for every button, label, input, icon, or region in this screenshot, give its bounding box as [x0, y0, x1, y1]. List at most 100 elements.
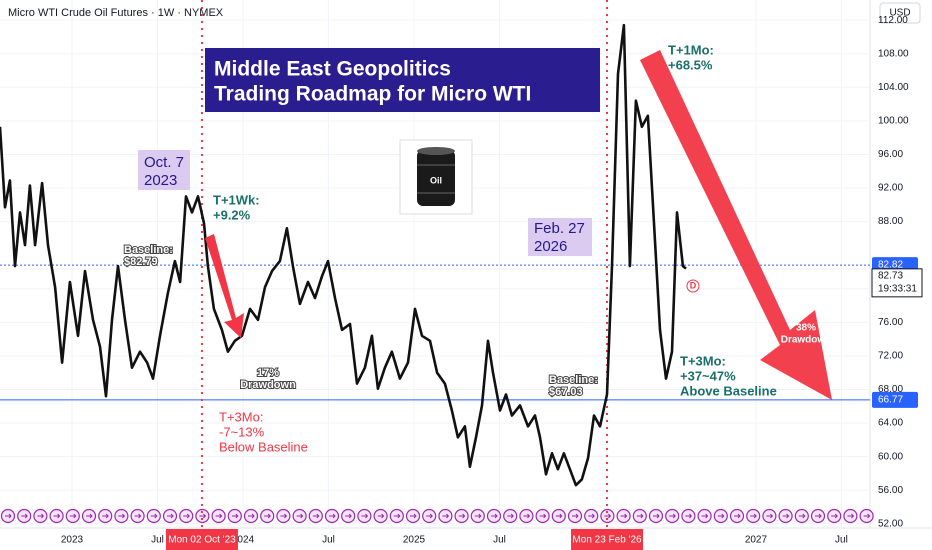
annotation-text: Feb. 27 — [534, 220, 585, 237]
price-label: 66.77 — [878, 394, 903, 405]
event-icon-mark — [766, 513, 774, 519]
y-tick-label: 68.00 — [878, 384, 903, 395]
annotation-text: 2023 — [144, 172, 177, 189]
annotation-text: D — [690, 280, 697, 290]
event-icon-mark — [167, 513, 174, 519]
event-icon-mark — [361, 513, 369, 519]
annotation-text: 17% — [257, 367, 279, 379]
event-icon-mark — [215, 513, 223, 519]
event-icon-mark — [815, 513, 822, 519]
annotation-text: +9.2% — [213, 207, 251, 222]
currency-box[interactable] — [879, 2, 921, 24]
annotation-text: T+1Wk: — [213, 192, 260, 207]
annotation-box — [205, 48, 600, 112]
annotation-text: Oct. 7 — [144, 154, 184, 171]
annotation-text: $82.79 — [124, 256, 158, 268]
symbol-title: Micro WTI Crude Oil Futures · 1W · NYMEX — [8, 7, 224, 19]
annotation-text: T+1Mo: — [668, 42, 714, 57]
event-icon-mark — [734, 513, 741, 519]
event-icon-mark — [102, 513, 109, 519]
event-icon-mark — [134, 513, 142, 519]
event-label: Mon 23 Feb '26 — [572, 535, 642, 546]
event-icon-mark — [604, 513, 612, 519]
svg-text:Oil: Oil — [430, 175, 442, 185]
y-tick-label: 108.00 — [878, 48, 909, 59]
event-icon-mark — [248, 513, 255, 519]
event-icon-mark — [86, 513, 93, 519]
axes: 52.0056.0060.0064.0068.0072.0076.0080.00… — [61, 15, 923, 550]
event-icon-mark — [636, 513, 644, 519]
event-icon-mark — [377, 513, 385, 519]
annotation-text: +37~47% — [680, 368, 736, 383]
x-tick-label: 2025 — [403, 535, 426, 546]
x-tick-label: Jul — [493, 535, 506, 546]
event-icon-mark — [264, 513, 271, 519]
annotation-text: +68.5% — [668, 57, 713, 72]
price-label-bg — [872, 391, 918, 408]
event-icon-mark — [458, 513, 466, 519]
price-line — [0, 23, 687, 487]
event-icon-mark — [280, 513, 288, 519]
event-icon-mark — [150, 513, 158, 519]
event-label-bg — [165, 529, 238, 550]
annotation-text: Trading Roadmap for Micro WTI — [214, 83, 531, 106]
event-icon-mark — [669, 513, 676, 519]
event-icon-mark — [442, 513, 450, 519]
event-icon-mark — [393, 513, 401, 519]
event-icon-mark — [312, 513, 320, 519]
event-icon-mark — [685, 513, 693, 519]
annotation-text: Baseline: — [124, 244, 173, 256]
event-icon-mark — [523, 513, 531, 519]
last-price-bg — [871, 268, 923, 298]
event-icon-mark — [183, 513, 190, 519]
annotation-text: $67.03 — [549, 386, 583, 398]
event-icon-mark — [53, 513, 61, 519]
y-tick-label: 112.00 — [878, 15, 908, 26]
annotation-text: 38% — [796, 323, 816, 334]
event-icon-mark — [507, 513, 514, 519]
plot — [0, 0, 870, 528]
event-icon-mark — [717, 513, 725, 519]
annotation-text: Middle East Geopolitics — [214, 58, 451, 81]
y-tick-label: 64.00 — [878, 418, 903, 429]
event-icon-mark — [37, 513, 45, 519]
event-icon-mark — [782, 513, 790, 519]
annotation-box — [138, 150, 190, 190]
event-icon-mark — [847, 513, 855, 519]
event-icon-mark — [572, 513, 579, 519]
countdown: 19:33:31 — [878, 283, 917, 294]
x-tick-label: Jul — [322, 535, 335, 546]
event-label-bg — [571, 529, 644, 550]
arrow — [205, 234, 244, 338]
y-tick-label: 60.00 — [878, 451, 903, 462]
x-tick-label: 2027 — [745, 535, 768, 546]
annotation-text: 2026 — [534, 238, 567, 255]
event-icon-mark — [831, 513, 838, 519]
y-tick-label: 104.00 — [878, 82, 909, 93]
event-icon-mark — [345, 513, 352, 519]
x-tick-label: 2024 — [232, 535, 255, 546]
currency[interactable]: USD — [889, 8, 910, 19]
event-icon-mark — [5, 513, 12, 519]
event-icon-mark — [329, 513, 336, 519]
annotation-text: T+3Mo: — [219, 409, 263, 424]
price-label: 82.82 — [878, 260, 903, 271]
event-icon-mark — [750, 513, 757, 519]
annotation-text: Drawdown — [240, 379, 296, 391]
event-icon-mark — [588, 513, 595, 519]
x-tick-label: Jul — [835, 535, 848, 546]
event-icon-mark — [491, 513, 498, 519]
event-icon-mark — [231, 513, 239, 519]
y-tick-label: 52.00 — [878, 518, 903, 529]
y-tick-label: 56.00 — [878, 485, 903, 496]
event-icon-mark — [118, 513, 126, 519]
annotation-text: Below Baseline — [219, 439, 308, 454]
event-icon-mark — [863, 513, 871, 519]
event-icon-mark — [474, 513, 482, 519]
marker-circle — [686, 279, 700, 293]
annotation-box — [528, 218, 592, 256]
event-icon-mark — [555, 513, 563, 519]
event-icon-mark — [199, 513, 207, 519]
